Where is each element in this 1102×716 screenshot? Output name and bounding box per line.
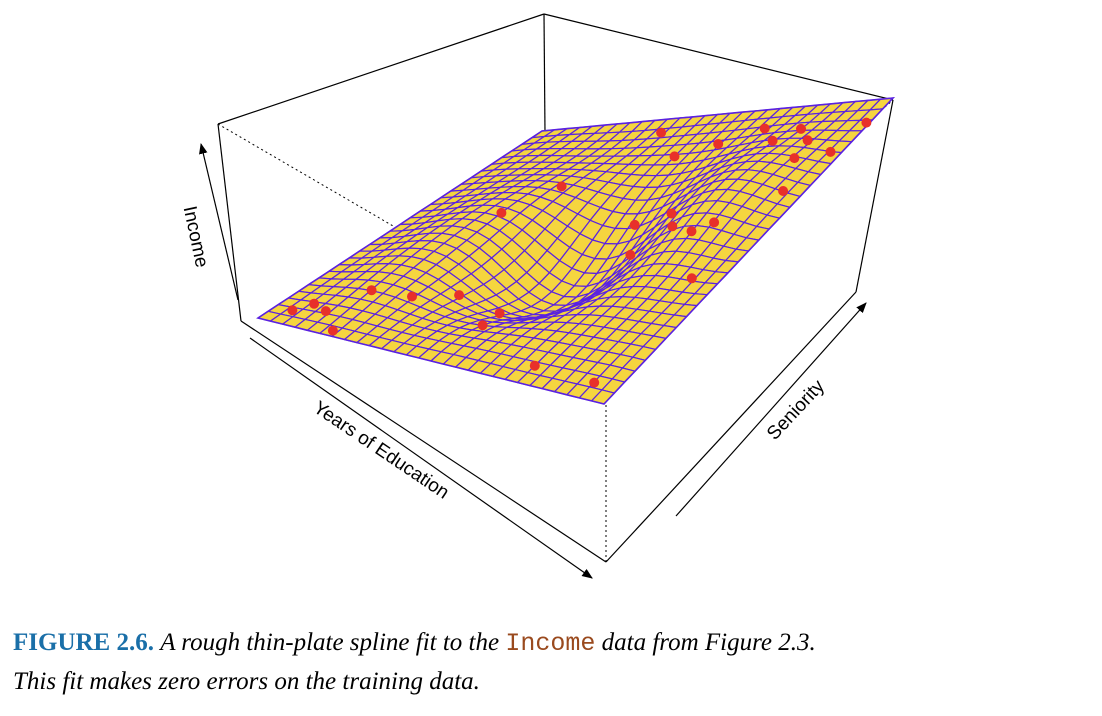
figure-number: FIGURE 2.6. [13,629,154,656]
surface-mesh [256,96,896,405]
education-axis-arrow [249,337,593,579]
income-axis-label: Income [179,204,212,269]
training-point [767,135,778,146]
training-point [656,127,667,138]
caption-text-1: A rough thin-plate spline fit to the [160,629,500,656]
training-points [287,117,872,388]
training-point [789,153,800,164]
training-point [666,208,677,219]
training-point [589,377,600,388]
training-point [796,123,806,134]
training-point [861,117,872,128]
training-point [759,123,770,134]
caption-code-income: Income [505,629,596,658]
training-point [407,291,417,302]
training-point [669,151,680,162]
training-point [494,308,505,319]
seniority-axis-arrow [675,302,867,517]
training-point [667,221,678,232]
caption-line-2: This fit makes zero errors on the traini… [13,668,480,695]
training-point [529,360,540,371]
training-point [556,181,567,192]
seniority-axis-label: Seniority [763,376,829,445]
training-point [477,320,488,331]
training-point [625,249,636,260]
training-point [366,285,377,296]
figure-3d-surface-plot: Income Years of Education Seniority [179,13,896,579]
training-point [320,306,331,317]
training-point [496,207,507,218]
plot-box [217,13,894,322]
training-point [454,290,465,301]
surface-outline [256,96,896,405]
training-point [287,305,298,316]
spline-surface [256,97,895,405]
training-point [825,146,836,157]
training-point [327,325,338,336]
training-point [713,139,724,149]
training-point [686,226,697,237]
training-point [629,219,640,230]
income-axis-arrow [199,142,239,301]
training-point [709,217,720,228]
training-point [778,186,789,196]
training-point [309,298,320,309]
caption-text-2: data from Figure 2.3. [601,629,816,656]
training-point [802,135,813,146]
training-point [686,273,697,284]
front-box-edges [240,291,857,563]
figure-caption: FIGURE 2.6. A rough thin-plate spline fi… [13,624,1093,701]
